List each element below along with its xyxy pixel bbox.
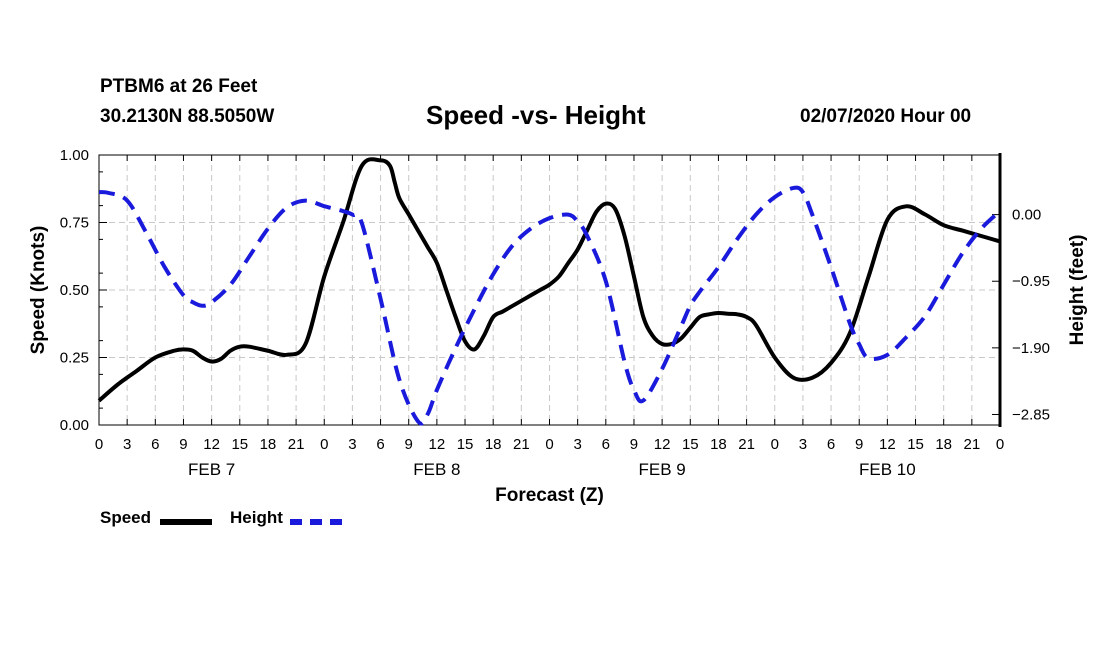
x-tick-label: 18 xyxy=(260,436,277,453)
forecast-datetime: 02/07/2020 Hour 00 xyxy=(800,106,972,127)
x-tick-label: 18 xyxy=(935,436,952,453)
legend-speed-swatch xyxy=(160,519,212,525)
x-tick-label: 6 xyxy=(602,436,610,453)
y-right-tick-label: −0.95 xyxy=(1012,273,1050,290)
grid-lines xyxy=(99,155,1000,425)
y-left-tick-label: 1.00 xyxy=(60,147,89,164)
x-tick-label: 21 xyxy=(738,436,755,453)
y-right-axis-title: Height (feet) xyxy=(1067,235,1088,346)
legend-height-swatch xyxy=(290,519,342,525)
x-tick-label: 21 xyxy=(288,436,305,453)
x-tick-label: 12 xyxy=(879,436,896,453)
x-tick-label: 15 xyxy=(907,436,924,453)
axes xyxy=(98,153,1002,427)
y-left-tick-label: 0.50 xyxy=(60,282,89,299)
x-tick-label: 12 xyxy=(429,436,446,453)
axis-labels: 0 3 6 9 12 15 18 21 0 3 6 9 12 15 18 21 0 3 6 9 12 15 18 21 0 3 6 9… xyxy=(28,147,1088,506)
x-tick-label: 0 xyxy=(996,436,1004,453)
day-label: FEB 7 xyxy=(188,460,235,479)
x-tick-label: 3 xyxy=(123,436,131,453)
x-tick-label: 0 xyxy=(545,436,553,453)
y-left-tick-label: 0.75 xyxy=(60,215,89,232)
y-left-tick-label: 0.25 xyxy=(60,350,89,367)
x-tick-label: 6 xyxy=(376,436,384,453)
x-tick-label: 9 xyxy=(630,436,638,453)
x-tick-label: 6 xyxy=(151,436,159,453)
series-line-speed xyxy=(97,157,1001,403)
x-tick-label: 3 xyxy=(348,436,356,453)
y-right-tick-label: 0.00 xyxy=(1012,207,1041,224)
x-tick-label: 15 xyxy=(457,436,474,453)
series xyxy=(97,157,1002,426)
y-left-tick-label: 0.00 xyxy=(60,417,89,434)
coordinates-label: 30.2130N 88.5050W xyxy=(100,106,275,127)
day-label: FEB 10 xyxy=(859,460,916,479)
legend-speed-label: Speed xyxy=(100,508,152,527)
x-tick-label: 9 xyxy=(405,436,413,453)
chart-title: Speed -vs- Height xyxy=(426,100,646,130)
x-tick-label: 21 xyxy=(513,436,530,453)
y-right-tick-label: −2.85 xyxy=(1012,406,1050,423)
x-tick-label: 9 xyxy=(179,436,187,453)
x-tick-label: 0 xyxy=(320,436,328,453)
legend-height-label: Height xyxy=(230,508,283,527)
x-tick-label: 18 xyxy=(485,436,502,453)
x-tick-label: 15 xyxy=(231,436,248,453)
x-axis-title: Forecast (Z) xyxy=(495,485,604,506)
x-tick-label: 9 xyxy=(855,436,863,453)
x-tick-label: 0 xyxy=(771,436,779,453)
x-tick-label: 3 xyxy=(573,436,581,453)
x-tick-label: 3 xyxy=(799,436,807,453)
x-tick-label: 6 xyxy=(827,436,835,453)
x-tick-label: 12 xyxy=(654,436,671,453)
day-label: FEB 8 xyxy=(413,460,460,479)
day-label: FEB 9 xyxy=(639,460,686,479)
y-right-tick-label: −1.90 xyxy=(1012,340,1050,357)
x-tick-label: 12 xyxy=(203,436,220,453)
y-left-axis-title: Speed (Knots) xyxy=(28,226,49,355)
x-tick-label: 21 xyxy=(964,436,981,453)
x-tick-label: 0 xyxy=(95,436,103,453)
station-label: PTBM6 at 26 Feet xyxy=(100,76,258,97)
x-tick-label: 15 xyxy=(682,436,699,453)
x-tick-label: 18 xyxy=(710,436,727,453)
